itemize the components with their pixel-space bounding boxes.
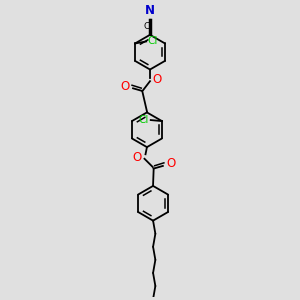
Text: O: O <box>152 73 162 86</box>
Text: O: O <box>166 158 175 170</box>
Text: C: C <box>144 22 150 31</box>
Text: O: O <box>133 151 142 164</box>
Text: N: N <box>145 4 155 17</box>
Text: O: O <box>121 80 130 93</box>
Text: Cl: Cl <box>138 115 149 125</box>
Text: Cl: Cl <box>147 36 158 46</box>
